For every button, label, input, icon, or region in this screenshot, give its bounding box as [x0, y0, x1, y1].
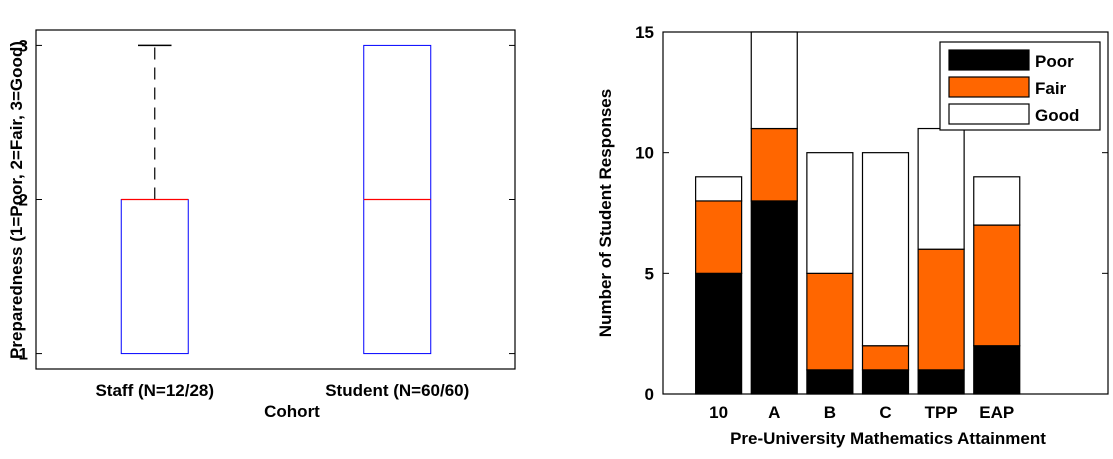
bar-fair [861, 345, 910, 371]
bar-good [806, 152, 854, 274]
bar-good [861, 152, 910, 347]
bar-poor [695, 272, 743, 395]
box-plot-y-axis-label: Preparedness (1=Poor, 2=Fair, 3=Good) [7, 41, 26, 359]
bar-poor [750, 200, 798, 395]
y-tick-label: 2 [19, 191, 28, 210]
box-plot-axes-frame [35, 29, 516, 370]
x-tick-label: EAP [979, 403, 1014, 422]
bar-stack-10 [695, 176, 743, 395]
bar-stack-c [861, 152, 910, 395]
y-tick-label: 15 [635, 23, 654, 42]
iqr-box [120, 199, 189, 355]
bar-stack-eap [973, 176, 1021, 395]
box-plot-panel: 1 2 3 Staff (N=12/28) Student (N=60/60) Coh… [7, 29, 516, 421]
x-tick-label: 10 [709, 403, 728, 422]
x-tick-label: Staff (N=12/28) [95, 381, 214, 400]
stacked-bar-panel: 0 5 10 15 10 A B C TPP EAP Pre-University Mathem… [596, 23, 1109, 448]
bar-chart-x-axis-label: Pre-University Mathematics Attainment [730, 429, 1046, 448]
y-tick-label: 5 [645, 264, 654, 283]
legend-label-fair: Fair [1035, 79, 1067, 98]
bar-stack-b [806, 152, 854, 395]
bar-good [750, 31, 798, 130]
bar-stack-a [750, 31, 798, 395]
legend-swatch-poor [948, 49, 1030, 71]
y-tick-label: 10 [635, 144, 654, 163]
bar-good [973, 176, 1021, 226]
legend-swatch-fair [948, 76, 1030, 98]
x-tick-label: C [879, 403, 891, 422]
bar-poor [973, 345, 1021, 395]
bar-fair [806, 272, 854, 371]
bar-chart-y-axis-label: Number of Student Responses [596, 89, 615, 337]
box-plot-boxes [120, 44, 432, 355]
x-tick-label: B [824, 403, 836, 422]
x-tick-label: Student (N=60/60) [325, 381, 469, 400]
legend-swatch-good [948, 103, 1030, 125]
bar-good [917, 127, 965, 250]
bar-fair [917, 248, 965, 371]
box-student [363, 44, 432, 355]
box-plot-x-ticks: Staff (N=12/28) Student (N=60/60) [95, 381, 469, 400]
box-plot-y-ticks: 1 2 3 [19, 36, 515, 364]
y-tick-label: 0 [645, 385, 654, 404]
legend-label-good: Good [1035, 106, 1079, 125]
bar-chart-y-ticks: 0 5 10 15 [635, 23, 1108, 404]
box-staff [120, 44, 189, 355]
bar-good [695, 176, 743, 202]
bar-chart-bars [695, 31, 1021, 395]
bar-fair [973, 224, 1021, 347]
bar-fair [695, 200, 743, 274]
y-tick-label: 1 [19, 345, 28, 364]
x-tick-label: A [768, 403, 780, 422]
bar-fair [750, 127, 798, 202]
bar-chart-legend: Poor Fair Good [939, 41, 1101, 131]
legend-label-poor: Poor [1035, 52, 1074, 71]
bar-chart-x-ticks: 10 A B C TPP EAP [709, 388, 1014, 422]
x-tick-label: TPP [925, 403, 958, 422]
y-tick-label: 3 [19, 36, 28, 55]
bar-stack-tpp [917, 127, 965, 395]
box-plot-x-axis-label: Cohort [264, 402, 320, 421]
